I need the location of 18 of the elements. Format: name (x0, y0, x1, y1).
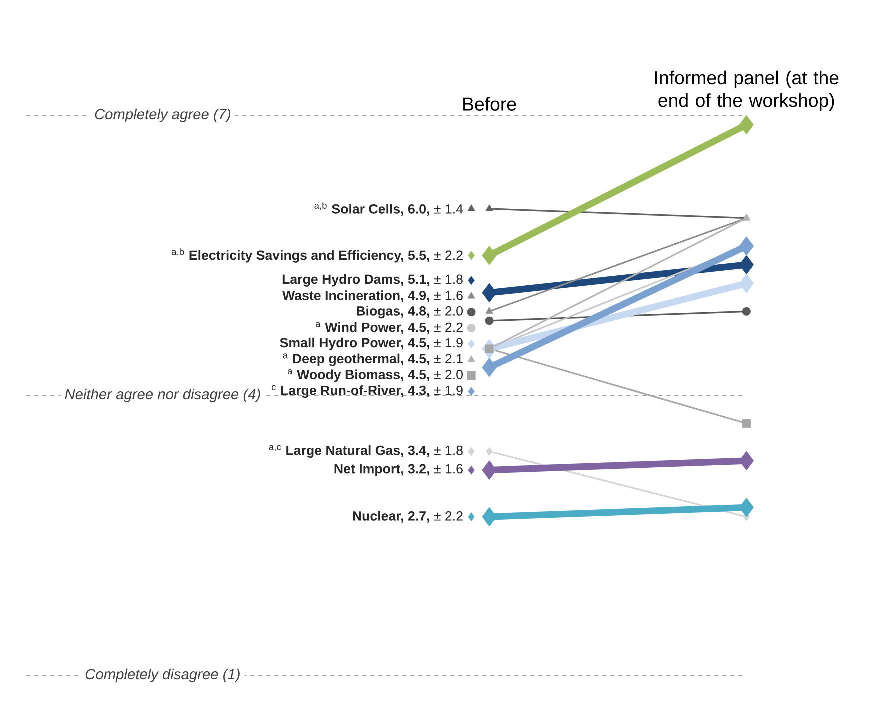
ref-line-label: Completely disagree (1) (86, 668, 240, 682)
legend-label: Large Hydro Dams, 5.1, ± 1.8 (282, 274, 463, 287)
legend-label: Waste Incineration, 4.9, ± 1.6 (282, 290, 463, 302)
legend-label: $^{a}$ Deep geothermal, 4.5, ± 2.1 (283, 354, 463, 366)
x-tick-label: Informed panel (at the end of the workshop) (656, 70, 839, 111)
ref-line-label: Neither agree nor disagree (4) (65, 388, 260, 402)
legend-label: $^{a}$ Wind Power, 4.5, ± 2.2 (316, 322, 463, 334)
x-tick-label: Before (464, 97, 516, 111)
legend-label: $^{a}$ Woody Biomass, 4.5, ± 2.0 (288, 370, 463, 382)
legend-label: $^{a,c}$ Large Natural Gas, 3.4, ± 1.8 (269, 445, 463, 458)
legend-label: Small Hydro Power, 4.5, ± 1.9 (280, 338, 463, 350)
legend-label: $^{c}$ Large Run-of-River, 4.3, ± 1.9 (272, 385, 463, 398)
legend-label: Nuclear, 2.7, ± 2.2 (353, 511, 463, 523)
legend-label: $^{a,b}$ Electricity Savings and Efficiency, 5.5, ± 2.2 (172, 248, 463, 263)
legend-label: Net Import, 3.2, ± 1.6 (334, 464, 463, 476)
legend-label: Biogas, 4.8, ± 2.0 (357, 306, 463, 319)
legend-label: $^{a,b}$ Solar Cells, 6.0, ± 1.4 (314, 202, 464, 216)
ref-line-label: Completely agree (7) (95, 108, 231, 122)
